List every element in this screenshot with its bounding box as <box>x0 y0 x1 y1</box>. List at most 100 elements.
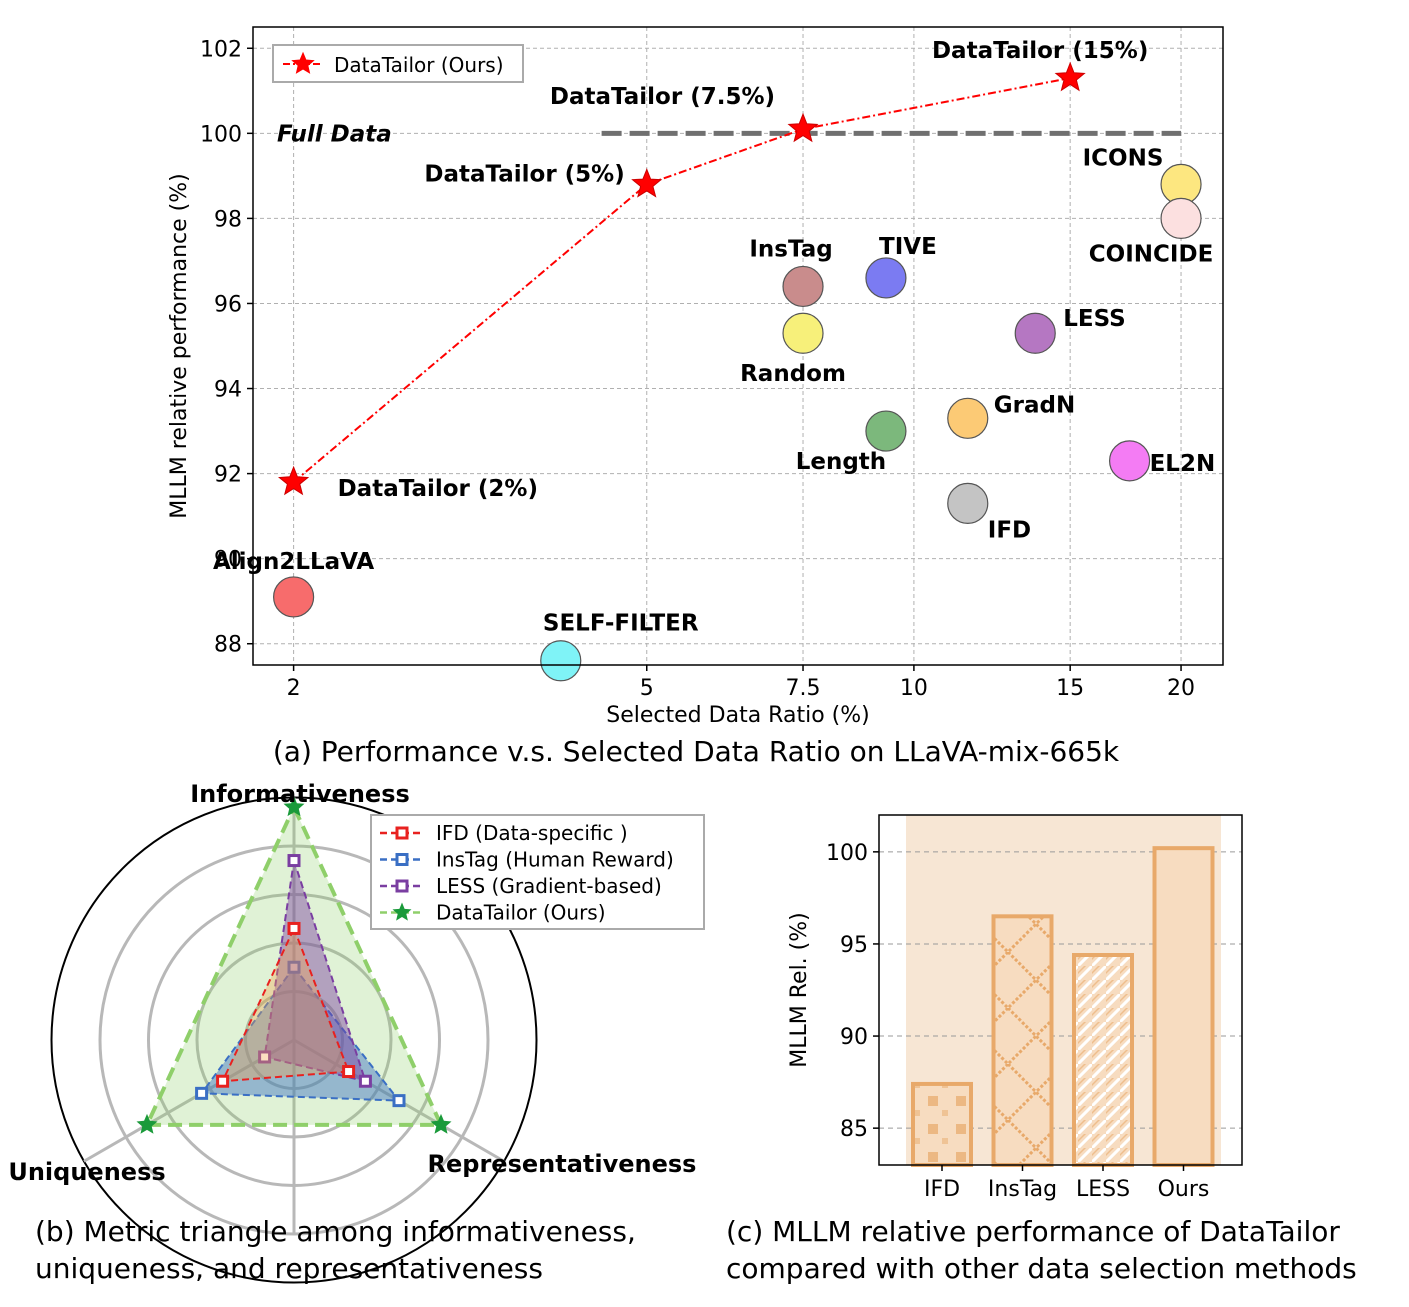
radar-marker-square <box>358 1074 372 1088</box>
y-tick-label: 100 <box>200 122 242 147</box>
x-tick-label: 7.5 <box>786 676 821 701</box>
label-less: LESS <box>1063 306 1125 332</box>
radar-marker-square <box>258 1050 272 1064</box>
full-data-label: Full Data <box>277 121 392 147</box>
label-coincide: COINCIDE <box>1089 241 1213 267</box>
legend: DataTailor (Ours) <box>272 44 524 83</box>
bubble-ifd <box>947 482 989 524</box>
y-tick-label: 94 <box>214 378 242 403</box>
bar-y-tick-label: 95 <box>840 933 868 958</box>
x-axis-label: Selected Data Ratio (%) <box>606 703 869 728</box>
label-instag: InsTag <box>749 236 832 262</box>
radar-legend-square <box>395 853 409 866</box>
radar-marker-square <box>287 854 301 868</box>
y-tick-label: 92 <box>214 463 242 488</box>
radar-series-less-gradient-based <box>263 860 367 1083</box>
x-tick-label: 2 <box>287 676 301 701</box>
label-gradn: GradN <box>994 392 1075 418</box>
legend-star-marker <box>291 51 315 74</box>
label-el2n: EL2N <box>1150 451 1216 477</box>
datatailor-line <box>292 77 1071 483</box>
radar-legend-instag-human-reward: InsTag (Human Reward) <box>436 848 674 872</box>
label-length: Length <box>796 449 886 475</box>
caption-c-line2: compared with other data selection metho… <box>726 1252 1357 1285</box>
bar-x-tick-label: IFD <box>924 1177 960 1202</box>
legend-entry-datatailor: DataTailor (Ours) <box>334 53 504 77</box>
datatailor-point-star <box>631 168 663 198</box>
bar-plot-frame <box>878 814 1243 1166</box>
y-tick-label: 96 <box>214 292 242 317</box>
radar-marker-square <box>216 1074 230 1088</box>
radar-marker-square <box>287 921 301 935</box>
caption-b-line1: (b) Metric triangle among informativenes… <box>35 1215 636 1248</box>
radar-marker-star <box>430 1113 452 1134</box>
radar-legend-star <box>392 902 412 921</box>
radar-axis-representativeness: Representativeness <box>428 1150 697 1178</box>
label-datatailor-5: DataTailor (5%) <box>424 161 624 187</box>
bar-y-tick-label: 90 <box>840 1025 868 1050</box>
bar-x-tick-label: LESS <box>1076 1177 1130 1202</box>
radar-legend-square <box>395 826 409 840</box>
y-tick-label: 88 <box>214 633 242 658</box>
bar-less <box>1072 953 1134 1167</box>
label-ifd: IFD <box>988 517 1031 543</box>
caption-c-line1: (c) MLLM relative performance of DataTai… <box>726 1215 1340 1248</box>
radar-legend-less-gradient-based: LESS (Gradient-based) <box>436 874 662 898</box>
radar-series-ifd-data-specific <box>220 925 351 1083</box>
radar-marker-square <box>342 1065 356 1079</box>
bubble-less <box>1014 312 1056 354</box>
bubble-el2n <box>1108 440 1151 482</box>
bar-ours <box>1152 846 1215 1167</box>
label-datatailor-15: DataTailor (15%) <box>932 38 1148 64</box>
x-tick-label: 10 <box>900 676 928 701</box>
label-datatailor-7-5: DataTailor (7.5%) <box>550 84 775 110</box>
bubble-coincide <box>1160 197 1202 239</box>
label-align2llava: Align2LLaVA <box>213 549 374 575</box>
x-tick-label: 20 <box>1167 676 1195 701</box>
bubble-align2llava <box>273 576 315 618</box>
label-tive: TIVE <box>879 234 937 260</box>
caption-a: (a) Performance v.s. Selected Data Ratio… <box>273 735 1120 768</box>
datatailor-point-star <box>277 465 310 496</box>
radar-marker-star <box>136 1113 158 1134</box>
y-axis-label: MLLM relative performance (%) <box>167 173 192 518</box>
bar-x-tick-label: Ours <box>1158 1177 1210 1202</box>
radar-legend-datatailor-ours: DataTailor (Ours) <box>436 901 606 925</box>
bubble-gradn <box>947 397 989 439</box>
label-random: Random <box>740 361 846 387</box>
caption-b-line2: uniqueness, and representativeness <box>35 1252 543 1285</box>
bubble-tive <box>865 257 907 299</box>
bar-ifd <box>911 1081 973 1168</box>
datatailor-point-star <box>1054 61 1086 92</box>
label-icons: ICONS <box>1083 145 1164 171</box>
bubble-length <box>865 410 907 452</box>
bubble-instag <box>782 265 824 308</box>
label-datatailor-2: DataTailor (2%) <box>338 476 538 502</box>
bar-y-tick-label: 85 <box>840 1117 868 1142</box>
datatailor-point-star <box>787 112 819 143</box>
radar-marker-square <box>287 960 301 974</box>
plot-frame <box>252 26 1224 666</box>
bubble-random <box>782 312 824 354</box>
bar-instag <box>991 914 1054 1167</box>
radar-legend: IFD (Data-specific ) InsTag (Human Reward… <box>370 814 705 930</box>
radar-axis-informativeness: Informativeness <box>190 780 410 808</box>
metric-radar-chart: Informativeness Representativeness Uniqu… <box>8 780 705 1285</box>
radar-marker-square <box>195 1086 209 1100</box>
x-tick-label: 15 <box>1056 676 1084 701</box>
radar-marker-square <box>392 1094 406 1108</box>
y-tick-label: 98 <box>214 207 242 232</box>
y-tick-label: 102 <box>200 37 242 62</box>
bar-y-tick-label: 100 <box>826 841 868 866</box>
radar-legend-ifd-data-specific: IFD (Data-specific ) <box>436 821 628 845</box>
bar-y-axis-label: MLLM Rel. (%) <box>787 912 812 1067</box>
bubble-self-filter <box>540 640 582 682</box>
performance-scatter-chart: Full Data Align2LLaVA SELF-FILTER InsTag Ra… <box>167 26 1224 768</box>
radar-legend-square <box>395 879 409 893</box>
x-tick-label: 5 <box>640 676 654 701</box>
radar-marker-star <box>283 796 305 817</box>
y-tick-label: 90 <box>214 548 242 573</box>
radar-axis-uniqueness: Uniqueness <box>8 1158 165 1186</box>
relative-performance-bar-chart: 85 90 95 100 IFD InsTag LESS Ours MLLM Rel. (%… <box>726 814 1357 1285</box>
bar-x-tick-label: InsTag <box>988 1177 1057 1202</box>
